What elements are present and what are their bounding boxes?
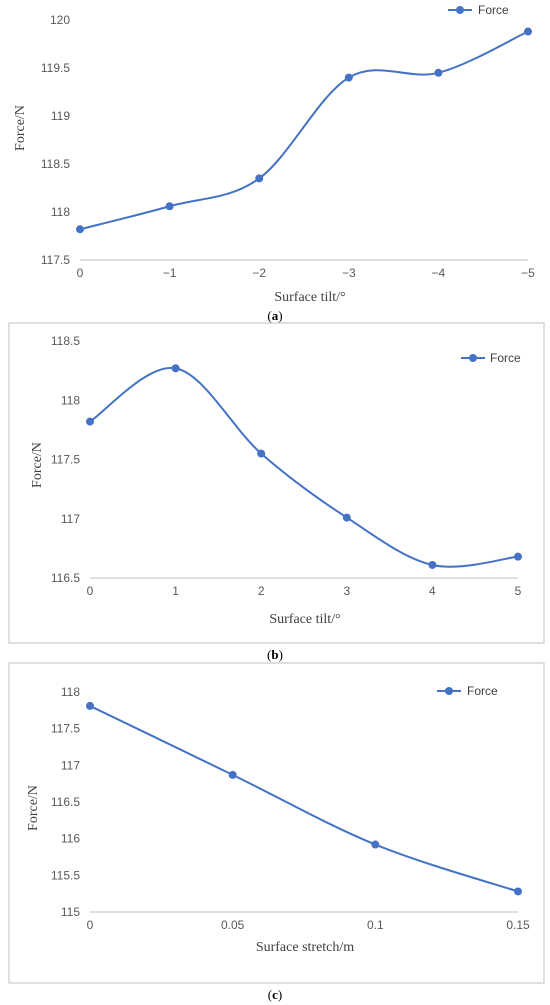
- y-tick-label: 118.5: [41, 157, 70, 171]
- x-tick-label: 0.05: [221, 918, 245, 932]
- chart-a: 117.5 118 118.5 119 119.5 120 0 −1 −2 −3 −4 −5 Forc…: [13, 3, 535, 323]
- y-tick-label: 116.5: [51, 795, 80, 809]
- data-point: [344, 73, 353, 82]
- data-point: [524, 27, 532, 36]
- panel-b-frame: [8, 322, 545, 644]
- y-tick-label: 115: [61, 905, 80, 919]
- y-tick-label: 119.5: [41, 61, 70, 75]
- data-point: [255, 174, 264, 183]
- panel-c-frame: [8, 662, 545, 984]
- x-tick-label: 3: [343, 584, 350, 598]
- data-point: [228, 770, 237, 779]
- x-tick-label: 0: [77, 266, 84, 280]
- caption-c: (c): [268, 987, 282, 1002]
- x-tick-label: 0: [87, 918, 94, 932]
- chart-b-x-axis-title: Surface tilt/°: [269, 612, 340, 627]
- chart-c-legend: Force: [437, 684, 498, 698]
- data-point: [86, 417, 94, 426]
- data-point: [86, 701, 94, 710]
- legend-label-c: Force: [467, 684, 498, 698]
- y-tick-label: 117.5: [51, 453, 80, 467]
- x-tick-label: −2: [252, 266, 266, 280]
- legend-marker-b: [469, 354, 477, 362]
- y-tick-label: 118.5: [51, 334, 80, 348]
- x-tick-label: −1: [163, 266, 177, 280]
- y-tick-label: 116.5: [51, 571, 80, 585]
- data-point: [371, 840, 380, 849]
- y-tick-label: 116: [61, 832, 80, 846]
- data-point: [171, 364, 180, 373]
- legend-label-b: Force: [490, 351, 521, 365]
- data-point: [428, 560, 437, 569]
- y-tick-label: 117: [61, 758, 80, 772]
- x-tick-label: 0: [87, 584, 94, 598]
- y-tick-label: 118: [51, 205, 70, 219]
- data-point: [342, 513, 351, 522]
- chart-c-y-axis-title: Force/N: [26, 785, 41, 831]
- chart-a-legend: Force: [448, 3, 509, 17]
- series-line: [79, 30, 529, 231]
- legend-marker-a: [456, 6, 464, 14]
- y-tick-label: 115.5: [51, 868, 80, 882]
- x-tick-label: 2: [258, 584, 265, 598]
- x-tick-label: 5: [515, 584, 522, 598]
- chart-b: 116.5 117 117.5 118 118.5 0 1 2 3 4 5 Force Surfac…: [30, 334, 522, 662]
- legend-label-a: Force: [478, 3, 509, 17]
- chart-b-y-axis-title: Force/N: [30, 442, 45, 488]
- series-line: [89, 367, 519, 568]
- chart-b-axes: 116.5 117 117.5 118 118.5 0 1 2 3 4 5: [51, 334, 522, 598]
- x-tick-label: 0.15: [506, 918, 530, 932]
- y-tick-label: 117: [61, 512, 80, 526]
- y-tick-label: 119: [51, 109, 70, 123]
- chart-c-x-axis-title: Surface stretch/m: [256, 940, 354, 955]
- data-point: [165, 202, 174, 211]
- caption-a: (a): [267, 308, 282, 323]
- x-tick-label: −4: [432, 266, 446, 280]
- data-point: [514, 552, 522, 561]
- data-point: [257, 449, 266, 458]
- x-tick-label: 1: [172, 584, 179, 598]
- y-tick-label: 118: [61, 685, 80, 699]
- x-tick-label: 0.1: [367, 918, 384, 932]
- chart-c-axes: 115 115.5 116 116.5 117 117.5 118 0 0.05 0.1 0.15: [51, 685, 530, 932]
- x-tick-label: −3: [342, 266, 356, 280]
- series-line: [89, 705, 519, 893]
- chart-a-x-axis-title: Surface tilt/°: [274, 290, 345, 305]
- data-point: [434, 68, 443, 77]
- data-point: [76, 225, 84, 234]
- x-tick-label: 4: [429, 584, 436, 598]
- chart-c-series: [86, 701, 522, 896]
- chart-b-series: [86, 364, 522, 569]
- chart-a-axes: 117.5 118 118.5 119 119.5 120 0 −1 −2 −3 −4 −5: [41, 13, 535, 280]
- chart-b-legend: Force: [461, 351, 521, 365]
- legend-marker-c: [445, 687, 453, 695]
- x-tick-label: −5: [521, 266, 535, 280]
- y-tick-label: 117.5: [51, 722, 80, 736]
- y-tick-label: 120: [50, 13, 70, 27]
- y-tick-label: 118: [61, 393, 80, 407]
- chart-a-series: [76, 27, 532, 234]
- caption-b: (b): [267, 647, 283, 662]
- chart-a-y-axis-title: Force/N: [13, 105, 28, 151]
- data-point: [514, 887, 522, 896]
- y-tick-label: 117.5: [41, 253, 70, 267]
